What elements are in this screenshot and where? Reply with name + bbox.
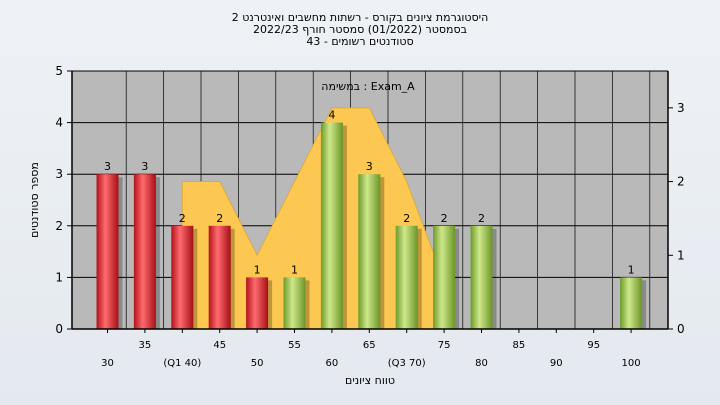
bar-value-label: 2 bbox=[216, 212, 223, 225]
y-axis-ticks: 0 1 2 3 4 5 bbox=[55, 64, 72, 336]
bar bbox=[320, 122, 343, 329]
bar-value-label: 3 bbox=[104, 160, 111, 173]
axes bbox=[71, 71, 669, 330]
x-tick-label: 90 bbox=[550, 358, 563, 369]
bar-value-label: 2 bbox=[478, 212, 485, 225]
chart-title-line-1: היסטוגרמת ציונים בקורס - רשתות מחשבים וא… bbox=[231, 11, 489, 24]
x-tick-label: 65 bbox=[363, 340, 376, 351]
bar-value-label: 2 bbox=[403, 212, 410, 225]
y-tick-label: 0 bbox=[55, 322, 63, 336]
bar-value-labels: 3 3 2 2 1 1 4 3 2 2 2 1 bbox=[104, 109, 635, 277]
bar-value-label: 1 bbox=[254, 263, 261, 276]
bar-value-label: 1 bbox=[291, 263, 298, 276]
bar-value-label: 2 bbox=[441, 212, 448, 225]
x-tick-label: 95 bbox=[587, 340, 600, 351]
x-tick-label: 55 bbox=[288, 340, 301, 351]
bar-value-label: 1 bbox=[628, 263, 635, 276]
y-axis-label: מספר סטודנטים bbox=[28, 162, 41, 238]
x-tick-label: 85 bbox=[513, 340, 526, 351]
x-tick-label: 75 bbox=[438, 340, 451, 351]
bars bbox=[96, 122, 647, 329]
bar-value-label: 3 bbox=[366, 160, 373, 173]
y-tick-label: 4 bbox=[55, 116, 63, 130]
x-axis-ticks: 30 35 (Q1 40) 45 50 55 60 65 (Q3 70) 75 80 85 90 95 10… bbox=[101, 329, 641, 369]
x-tick-label: (Q1 40) bbox=[163, 358, 201, 369]
y-tick-label: 3 bbox=[55, 167, 63, 181]
task-annotation: Exam_A : במשימה bbox=[321, 80, 415, 93]
bar bbox=[208, 225, 231, 329]
bar bbox=[171, 225, 194, 329]
x-tick-label: (Q3 70) bbox=[388, 358, 426, 369]
bar bbox=[246, 277, 269, 329]
y2-tick-label: 0 bbox=[677, 322, 685, 336]
y-tick-label: 5 bbox=[55, 64, 63, 78]
y2-tick-label: 1 bbox=[677, 248, 685, 262]
bar-value-label: 3 bbox=[141, 160, 148, 173]
x-tick-label: 60 bbox=[326, 358, 339, 369]
x-tick-label: 45 bbox=[213, 340, 226, 351]
y-tick-label: 1 bbox=[55, 270, 63, 284]
x-tick-label: 35 bbox=[139, 340, 152, 351]
x-axis-label: טווח ציונים bbox=[345, 374, 395, 387]
bar-value-label: 2 bbox=[179, 212, 186, 225]
bar bbox=[133, 174, 156, 329]
y-tick-label: 2 bbox=[55, 219, 63, 233]
bar bbox=[358, 174, 381, 329]
x-tick-label: 50 bbox=[251, 358, 264, 369]
bar-value-label: 4 bbox=[328, 109, 335, 122]
bar bbox=[283, 277, 306, 329]
y2-tick-label: 2 bbox=[677, 175, 685, 189]
chart-title-line-2: בסמסטר (01/2022) סמסטר חורף 2022/23 bbox=[253, 23, 467, 36]
y2-axis-ticks: 0 1 2 3 bbox=[668, 101, 685, 336]
bar bbox=[470, 225, 493, 329]
bar bbox=[433, 225, 456, 329]
bar bbox=[96, 174, 119, 329]
x-tick-label: 100 bbox=[622, 358, 641, 369]
y2-tick-label: 3 bbox=[677, 101, 685, 115]
x-tick-label: 80 bbox=[475, 358, 488, 369]
x-tick-label: 30 bbox=[101, 358, 114, 369]
bar bbox=[620, 277, 643, 329]
bar bbox=[395, 225, 418, 329]
chart-title-line-3: סטודנטים רשומים - 43 bbox=[306, 35, 414, 48]
